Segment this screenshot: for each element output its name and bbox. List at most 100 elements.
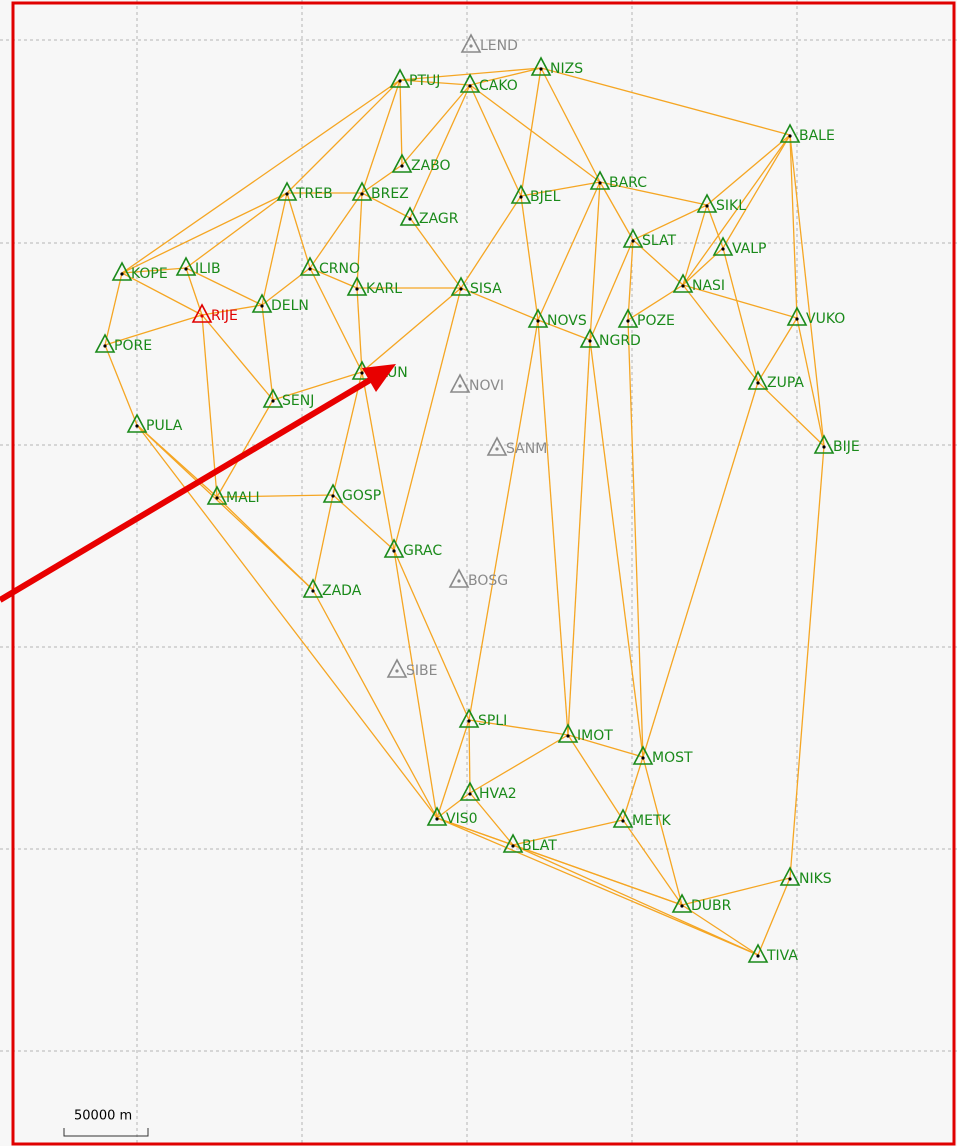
station: PTUJ	[389, 68, 440, 89]
edge	[706, 134, 791, 206]
station-label: NIKS	[799, 871, 832, 887]
station-dot	[395, 669, 399, 673]
station-marker	[530, 56, 552, 76]
station-marker	[786, 306, 808, 326]
edge	[332, 494, 395, 551]
station-label: CRNO	[319, 261, 360, 277]
station-marker	[251, 293, 273, 313]
station: ZAGR	[399, 206, 459, 227]
station-marker	[617, 308, 639, 328]
station-dot	[215, 496, 219, 500]
station-label: PULA	[146, 418, 183, 434]
station-dot	[398, 79, 402, 83]
station: KARL	[346, 276, 402, 297]
station-dot	[822, 445, 826, 449]
station-dot	[360, 371, 364, 375]
station-label: DELN	[271, 298, 309, 314]
station-marker	[527, 308, 549, 328]
station-marker	[111, 261, 133, 281]
edge	[286, 79, 401, 194]
edge	[361, 371, 395, 551]
station-dot	[621, 819, 625, 823]
station-label: SANM	[506, 441, 547, 457]
station-label: ZABO	[411, 158, 451, 174]
station: BALE	[779, 123, 835, 144]
station-marker	[351, 181, 373, 201]
edge	[512, 844, 759, 956]
station: GOSP	[322, 483, 381, 504]
station: DELN	[251, 293, 309, 314]
station-label: HVA2	[479, 786, 517, 802]
station-dot	[200, 314, 204, 318]
edge	[537, 181, 601, 321]
edge	[622, 819, 683, 906]
edge	[627, 239, 634, 321]
edge	[599, 181, 634, 241]
station-dot	[721, 247, 725, 251]
station-marker	[672, 273, 694, 293]
station: SIBE	[386, 658, 437, 679]
edge	[627, 319, 644, 758]
station-marker	[459, 73, 481, 93]
station-dot	[539, 67, 543, 71]
edge	[312, 494, 334, 591]
station: NGRD	[579, 328, 641, 349]
station-marker	[262, 388, 284, 408]
edge	[469, 67, 542, 86]
station-dot	[408, 217, 412, 221]
station: POZE	[617, 308, 675, 329]
edge	[537, 319, 591, 341]
station: NOVS	[527, 308, 587, 329]
station: NIKS	[779, 866, 832, 887]
station: CAKO	[459, 73, 518, 94]
station-marker	[579, 328, 601, 348]
edge	[589, 339, 644, 758]
edge	[682, 284, 798, 319]
station-dot	[626, 319, 630, 323]
station-dot	[468, 792, 472, 796]
edge	[121, 267, 187, 274]
station-dot	[331, 494, 335, 498]
station: SIKL	[696, 193, 746, 214]
station-dot	[135, 424, 139, 428]
station: BARC	[589, 170, 647, 191]
station-label: NASI	[692, 278, 725, 294]
edge	[460, 287, 539, 321]
station-dot	[588, 339, 592, 343]
edge	[361, 287, 462, 373]
edge	[409, 217, 462, 289]
station-label: RIJE	[211, 308, 238, 324]
edge	[540, 67, 601, 183]
station: VALP	[712, 236, 767, 257]
station-marker	[299, 256, 321, 276]
edge	[185, 192, 288, 269]
station-dot	[681, 284, 685, 288]
station-label: DUBR	[691, 898, 732, 914]
edge	[312, 589, 438, 819]
station-dot	[311, 589, 315, 593]
edge	[681, 904, 759, 956]
station-marker	[94, 333, 116, 353]
station-label: GRAC	[403, 543, 442, 559]
edge	[436, 817, 683, 906]
edge	[272, 371, 363, 401]
station: MOST	[632, 745, 693, 766]
station-marker	[779, 866, 801, 886]
station-label: TIVA	[766, 948, 798, 964]
station-marker	[486, 436, 508, 456]
station-label: VUKO	[806, 311, 845, 327]
station-dot	[459, 287, 463, 291]
edge	[567, 339, 591, 736]
station-label: PTUJ	[409, 73, 440, 89]
station-dot	[705, 204, 709, 208]
edge	[682, 247, 724, 286]
station-label: VALP	[732, 241, 767, 257]
station-dot	[120, 272, 124, 276]
station-dot	[756, 381, 760, 385]
edge	[789, 134, 825, 447]
edge	[399, 67, 542, 81]
edge	[468, 719, 471, 794]
station-label: CAKO	[479, 78, 518, 94]
scale-bar	[63, 1128, 149, 1137]
